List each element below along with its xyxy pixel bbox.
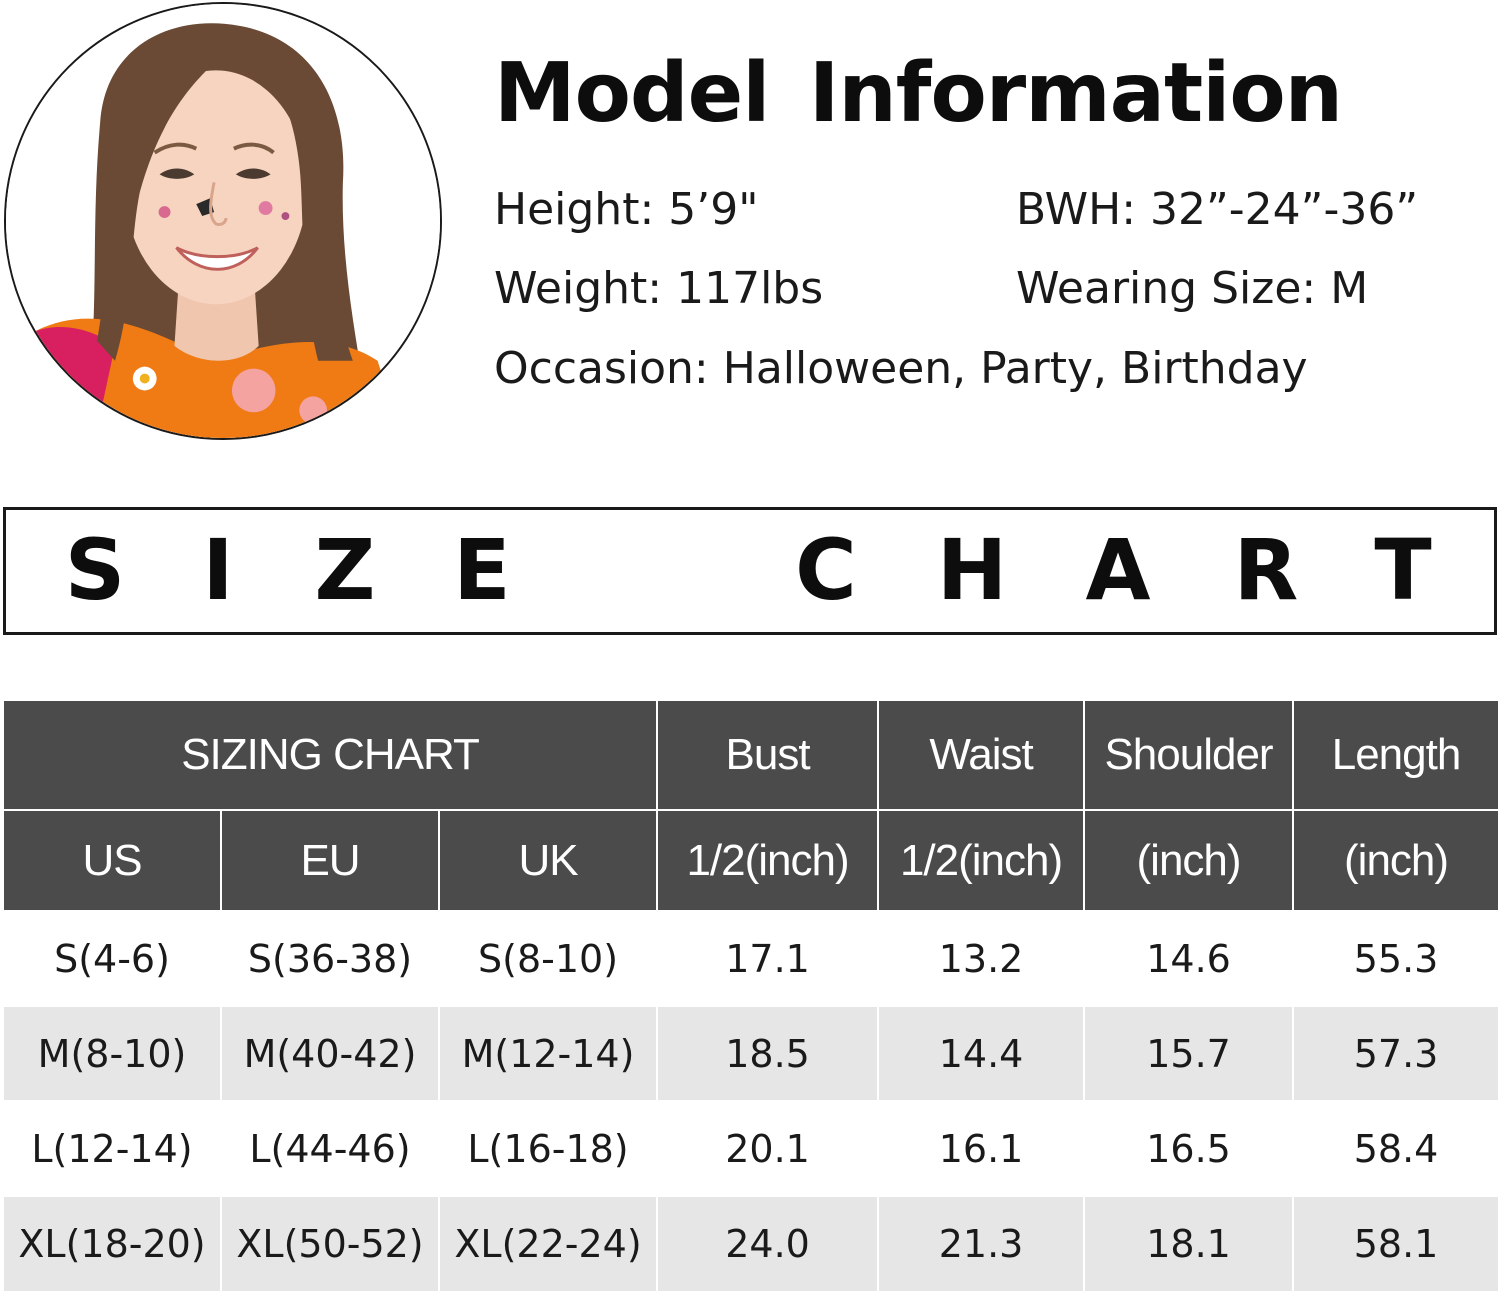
banner-letter: C	[795, 521, 857, 619]
model-height: Height: 5’9"	[494, 184, 759, 235]
table-cell: XL(18-20)	[2, 1195, 222, 1293]
table-cell: XL(22-24)	[437, 1195, 659, 1293]
banner-letter: S	[64, 521, 126, 619]
table-cell: 15.7	[1083, 1005, 1295, 1102]
table-cell: 55.3	[1292, 910, 1500, 1007]
model-weight: Weight: 117lbs	[494, 263, 824, 314]
model-occasion: Occasion: Halloween, Party, Birthday	[494, 343, 1308, 394]
table-cell: 16.1	[877, 1100, 1086, 1197]
table-cell: 21.3	[877, 1195, 1086, 1293]
waist-header: Waist	[877, 699, 1086, 811]
model-photo	[4, 2, 442, 440]
table-cell: 16.5	[1083, 1100, 1295, 1197]
banner-letter: E	[453, 521, 511, 619]
banner-letter: R	[1233, 521, 1299, 619]
sizing-chart-header: SIZING CHART	[1, 699, 659, 811]
banner-letter: Z	[314, 521, 376, 619]
model-wearing-size: Wearing Size: M	[1016, 263, 1369, 314]
banner-letter: I	[202, 521, 234, 619]
table-cell: 58.4	[1292, 1100, 1500, 1197]
table-cell: 20.1	[656, 1100, 880, 1197]
table-cell: 14.6	[1083, 910, 1295, 1007]
table-cell: 14.4	[877, 1005, 1086, 1102]
table-subheader-row: US EU UK 1/2(inch) 1/2(inch) (inch) (inc…	[2, 809, 1500, 912]
shoulder-unit: (inch)	[1083, 809, 1295, 912]
table-row: M(8-10) M(40-42) M(12-14) 18.5 14.4 15.7…	[2, 1005, 1500, 1102]
table-cell: 24.0	[656, 1195, 880, 1293]
banner-letter: H	[936, 521, 1008, 619]
sizing-chart-table: SIZING CHART Bust Waist Shoulder Length …	[1, 699, 1500, 1293]
eu-header: EU	[220, 809, 440, 912]
shoulder-header: Shoulder	[1083, 699, 1295, 811]
table-row: XL(18-20) XL(50-52) XL(22-24) 24.0 21.3 …	[2, 1195, 1500, 1293]
table-cell: L(16-18)	[437, 1100, 659, 1197]
table-cell: M(8-10)	[2, 1005, 222, 1102]
model-information-title: Model Information	[494, 46, 1343, 141]
banner-letter: A	[1085, 521, 1151, 619]
us-header: US	[2, 809, 222, 912]
banner-letter: T	[1374, 521, 1432, 619]
waist-unit: 1/2(inch)	[877, 809, 1086, 912]
length-header: Length	[1292, 699, 1500, 811]
bust-unit: 1/2(inch)	[656, 809, 880, 912]
length-unit: (inch)	[1292, 809, 1500, 912]
size-chart-banner: S I Z E C H A R T	[3, 507, 1497, 635]
table-row: L(12-14) L(44-46) L(16-18) 20.1 16.1 16.…	[2, 1100, 1500, 1197]
model-portrait-illustration	[6, 4, 440, 438]
table-cell: 18.1	[1083, 1195, 1295, 1293]
model-bwh: BWH: 32”-24”-36”	[1016, 184, 1419, 235]
table-cell: XL(50-52)	[220, 1195, 440, 1293]
table-cell: 18.5	[656, 1005, 880, 1102]
uk-header: UK	[437, 809, 659, 912]
table-cell: S(8-10)	[437, 910, 659, 1007]
table-cell: 17.1	[656, 910, 880, 1007]
table-cell: M(12-14)	[437, 1005, 659, 1102]
table-cell: S(36-38)	[220, 910, 440, 1007]
table-cell: S(4-6)	[2, 910, 222, 1007]
bust-header: Bust	[656, 699, 880, 811]
table-cell: L(44-46)	[220, 1100, 440, 1197]
table-cell: 57.3	[1292, 1005, 1500, 1102]
table-header-row: SIZING CHART Bust Waist Shoulder Length	[1, 699, 1500, 811]
table-cell: M(40-42)	[220, 1005, 440, 1102]
table-cell: L(12-14)	[2, 1100, 222, 1197]
table-cell: 13.2	[877, 910, 1086, 1007]
table-cell: 58.1	[1292, 1195, 1500, 1293]
table-row: S(4-6) S(36-38) S(8-10) 17.1 13.2 14.6 5…	[2, 910, 1500, 1007]
